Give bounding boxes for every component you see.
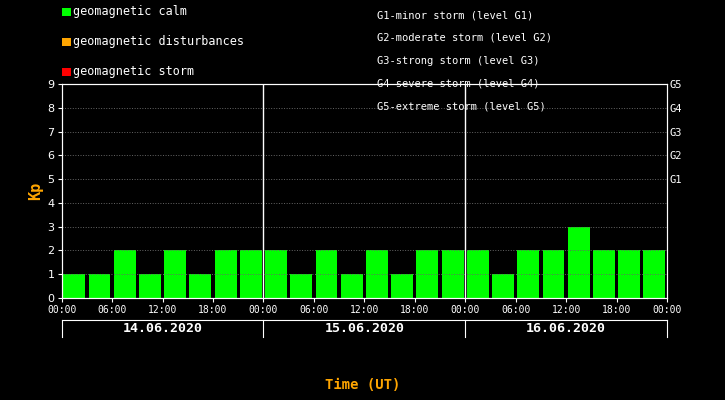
Bar bbox=[265, 250, 287, 298]
Bar bbox=[63, 274, 85, 298]
Text: 14.06.2020: 14.06.2020 bbox=[123, 322, 202, 335]
Bar bbox=[315, 250, 337, 298]
Text: G3-strong storm (level G3): G3-strong storm (level G3) bbox=[377, 56, 539, 66]
Text: geomagnetic storm: geomagnetic storm bbox=[72, 66, 194, 78]
Text: G2-moderate storm (level G2): G2-moderate storm (level G2) bbox=[377, 33, 552, 43]
Bar bbox=[240, 250, 262, 298]
Text: geomagnetic disturbances: geomagnetic disturbances bbox=[72, 36, 244, 48]
Bar bbox=[215, 250, 236, 298]
Text: G1-minor storm (level G1): G1-minor storm (level G1) bbox=[377, 10, 534, 20]
Bar bbox=[392, 274, 413, 298]
Bar bbox=[366, 250, 388, 298]
Bar bbox=[341, 274, 362, 298]
Bar bbox=[164, 250, 186, 298]
Bar bbox=[593, 250, 615, 298]
Bar bbox=[88, 274, 110, 298]
Text: geomagnetic calm: geomagnetic calm bbox=[72, 6, 187, 18]
Bar bbox=[518, 250, 539, 298]
Text: Time (UT): Time (UT) bbox=[325, 378, 400, 392]
Bar bbox=[542, 250, 565, 298]
Bar bbox=[189, 274, 211, 298]
Bar bbox=[644, 250, 666, 298]
Bar bbox=[114, 250, 136, 298]
Text: G5-extreme storm (level G5): G5-extreme storm (level G5) bbox=[377, 101, 546, 111]
Bar bbox=[618, 250, 640, 298]
Bar bbox=[416, 250, 439, 298]
Text: 15.06.2020: 15.06.2020 bbox=[324, 322, 405, 335]
Bar bbox=[442, 250, 463, 298]
Bar bbox=[139, 274, 161, 298]
Bar bbox=[290, 274, 312, 298]
Text: G4-severe storm (level G4): G4-severe storm (level G4) bbox=[377, 78, 539, 88]
Y-axis label: Kp: Kp bbox=[28, 182, 44, 200]
Bar bbox=[492, 274, 514, 298]
Bar bbox=[568, 227, 589, 298]
Bar bbox=[467, 250, 489, 298]
Text: 16.06.2020: 16.06.2020 bbox=[526, 322, 606, 335]
